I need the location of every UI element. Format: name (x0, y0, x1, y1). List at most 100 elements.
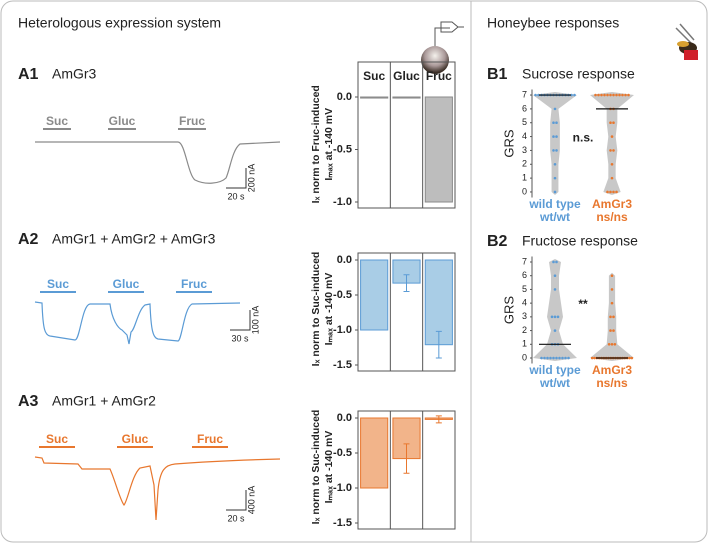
data-point (553, 288, 557, 291)
data-point (615, 190, 618, 194)
violin (590, 272, 634, 362)
data-point (609, 149, 612, 152)
data-point (610, 135, 614, 138)
data-point (537, 93, 540, 97)
bee-icon (675, 23, 698, 60)
y-tick-label: 1 (522, 339, 527, 349)
y-tick-label: 6 (522, 103, 527, 113)
data-point (609, 93, 612, 97)
stimulus-label: Fruc (197, 432, 223, 446)
data-point (555, 260, 558, 264)
group-label: ns/ns (596, 376, 628, 390)
stimulus-label: Gluc (109, 114, 136, 128)
error-bar (435, 330, 442, 359)
data-point (540, 356, 543, 360)
group-label: wt/wt (539, 210, 570, 224)
data-point (600, 93, 603, 97)
scale-bar (226, 168, 247, 189)
data-point (553, 315, 557, 319)
data-point (609, 190, 612, 194)
data-point (593, 356, 596, 360)
data-point (610, 342, 614, 346)
data-point (573, 93, 576, 97)
y-axis-label: Iₓ norm to Fruc-induced (310, 85, 322, 203)
data-point (612, 149, 615, 152)
y-tick-label: 2 (522, 325, 527, 335)
stimulus-label: Suc (47, 277, 69, 291)
data-point (555, 149, 558, 152)
data-point (630, 356, 634, 360)
data-point (612, 329, 615, 332)
y-tick-label: 0.0 (337, 254, 352, 266)
data-point (610, 288, 614, 291)
section-title: Heterologous expression system (18, 15, 221, 31)
data-point (613, 342, 617, 346)
panel-label: A1 (18, 66, 39, 83)
scale-label: 20 s (227, 513, 245, 523)
data-point (610, 301, 614, 305)
data-point (610, 176, 614, 180)
data-point (621, 93, 624, 97)
data-point (612, 190, 615, 194)
scale-label: 100 nA (250, 306, 260, 335)
y-tick-label: -0.5 (333, 289, 352, 301)
error-bar (403, 443, 410, 474)
current-trace (34, 456, 281, 521)
y-tick-label: -1.5 (333, 359, 352, 371)
y-tick-label: 7 (522, 256, 527, 266)
data-point (612, 121, 615, 125)
y-tick-label: 2 (522, 159, 527, 169)
panel-title: AmGr3 (52, 66, 97, 82)
data-point (553, 176, 557, 180)
y-tick-label: 0 (522, 352, 527, 362)
violin (533, 258, 577, 362)
y-axis-label: Iₘₐₓ at -140 mV (323, 431, 335, 504)
panel-label: B2 (487, 233, 508, 250)
data-point (553, 162, 557, 166)
panel-title: Fructose response (522, 233, 638, 249)
data-point (628, 356, 631, 360)
scale-label: 200 nA (246, 164, 256, 193)
stimulus-label: Gluc (122, 432, 149, 446)
data-point (553, 274, 557, 278)
data-point (610, 274, 614, 278)
y-tick-label: 3 (522, 311, 527, 321)
group-label: ns/ns (596, 210, 628, 224)
group-label: wt/wt (539, 376, 570, 390)
data-point (609, 315, 612, 319)
panel-label: B1 (487, 66, 508, 83)
data-point (590, 356, 594, 360)
data-point (558, 356, 561, 360)
error-bar (435, 415, 442, 424)
stimulus-label: Fruc (179, 114, 205, 128)
data-point (564, 356, 567, 360)
data-point (555, 356, 558, 360)
category-label: Fruc (426, 69, 452, 83)
panel-title: Sucrose response (522, 66, 635, 82)
y-tick-label: 7 (522, 89, 527, 99)
current-trace (35, 141, 281, 184)
stimulus-label: Fruc (181, 277, 207, 291)
y-axis-label: Iₓ norm to Suc-induced (310, 410, 322, 525)
data-point (550, 315, 554, 319)
y-axis-label: GRS (501, 296, 516, 325)
data-point (603, 93, 606, 97)
y-tick-label: -0.5 (333, 143, 352, 155)
plot-frame (357, 61, 456, 209)
plot-frame (357, 410, 456, 530)
data-point (618, 93, 621, 97)
data-point (553, 329, 557, 332)
data-point (552, 149, 555, 152)
data-point (615, 93, 618, 97)
data-point (546, 356, 549, 360)
y-tick-label: 0.0 (337, 91, 352, 103)
group-label: wild type (528, 363, 581, 377)
data-point (543, 356, 546, 360)
y-tick-label: 5 (522, 117, 527, 127)
annotation: ** (578, 297, 588, 311)
plot-frame (357, 252, 456, 372)
section-title: Honeybee responses (487, 15, 619, 31)
group-label: wild type (528, 197, 581, 211)
data-point (553, 190, 557, 194)
